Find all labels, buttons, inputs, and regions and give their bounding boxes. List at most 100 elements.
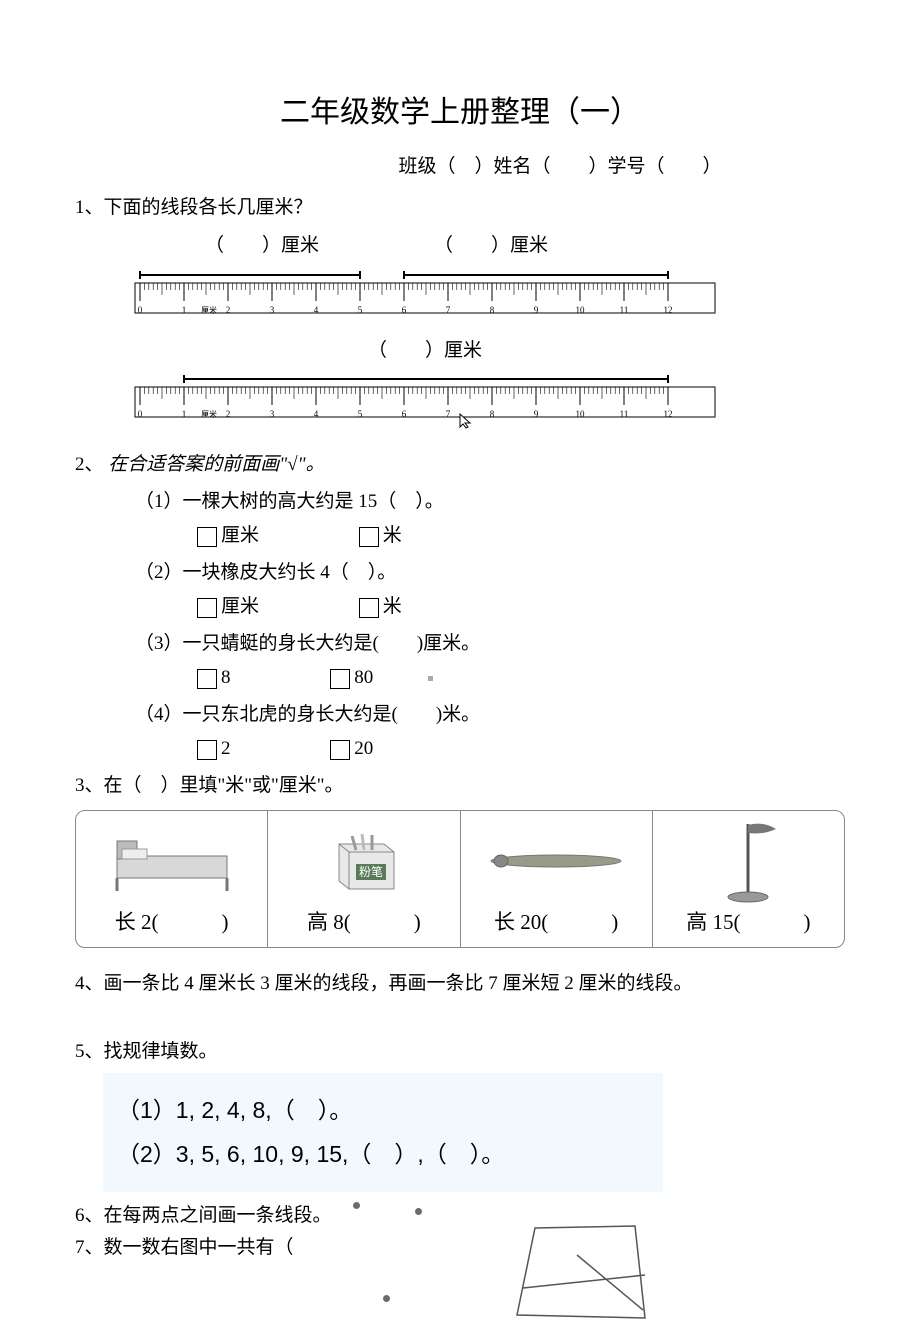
q1-blank-2: （ ）厘米: [434, 232, 548, 261]
q2-item-1-choices: 厘米 米: [197, 522, 845, 551]
question-3: 3、在（ ）里填"米"或"厘米"。 长 2( ) 粉笔: [75, 772, 845, 948]
question-6-7-wrap: 6、在每两点之间画一条线段。 7、数一数右图中一共有（: [75, 1202, 845, 1263]
q7-figure: [505, 1220, 655, 1325]
ruler-1-svg: 0123456789101112厘米: [130, 267, 720, 327]
chalkbox-text: 粉笔: [359, 864, 383, 879]
q2-item-2-text: （2）一块橡皮大约长 4（ ）。: [135, 559, 845, 588]
choice-label: 8: [221, 667, 231, 688]
q2-item-1-text: （1）一棵大树的高大约是 15（ ）。: [135, 488, 845, 517]
dot-icon: [415, 1208, 422, 1215]
svg-text:2: 2: [226, 305, 231, 315]
q5-prompt: 5、找规律填数。: [75, 1038, 845, 1067]
q2-item-3-text: （3）一只蜻蜓的身长大约是( )厘米。: [135, 630, 845, 659]
q1-figure-group: （ ）厘米 （ ）厘米 0123456789101112厘米 （ ）厘米: [130, 232, 845, 431]
svg-text:1: 1: [182, 409, 187, 419]
q3-label-1: 长 2( ): [80, 907, 263, 939]
question-2: 2、 在合适答案的前面画"√"。 （1）一棵大树的高大约是 15（ ）。 厘米 …: [75, 451, 845, 764]
checkbox-icon[interactable]: [359, 527, 379, 547]
svg-text:12: 12: [664, 409, 673, 419]
svg-text:4: 4: [314, 305, 319, 315]
student-info-line: 班级（ ）姓名（ ）学号（ ）: [75, 153, 845, 182]
choice-label: 2: [221, 738, 231, 759]
q2-items: （1）一棵大树的高大约是 15（ ）。 厘米 米 （2）一块橡皮大约长 4（ ）…: [110, 488, 845, 764]
svg-text:0: 0: [138, 305, 143, 315]
dot-icon: [383, 1295, 390, 1302]
q1-blank-3: （ ）厘米: [130, 337, 720, 366]
q2-number: 2、: [75, 454, 104, 475]
question-4: 4、画一条比 4 厘米长 3 厘米的线段，再画一条比 7 厘米短 2 厘米的线段…: [75, 970, 845, 999]
svg-text:8: 8: [490, 305, 495, 315]
svg-text:1: 1: [182, 305, 187, 315]
svg-text:6: 6: [402, 305, 407, 315]
q6-dots: [335, 1200, 495, 1310]
checkbox-icon[interactable]: [197, 669, 217, 689]
q2-item-1: （1）一棵大树的高大约是 15（ ）。 厘米 米: [135, 488, 845, 551]
checkbox-icon[interactable]: [330, 740, 350, 760]
q3-prompt: 3、在（ ）里填"米"或"厘米"。: [75, 772, 845, 801]
choice-label: 米: [383, 525, 402, 546]
checkbox-icon[interactable]: [359, 598, 379, 618]
q3-label-3: 长 20( ): [465, 907, 648, 939]
bed-icon: [80, 821, 263, 901]
checkbox-icon[interactable]: [330, 669, 350, 689]
svg-text:8: 8: [490, 409, 495, 419]
svg-text:7: 7: [446, 409, 451, 419]
q5-row-2: （2）3, 5, 6, 10, 9, 15,（ ）,（ ）。: [117, 1137, 649, 1172]
svg-text:7: 7: [446, 305, 451, 315]
checkbox-icon[interactable]: [197, 527, 217, 547]
choice-label: 厘米: [221, 596, 259, 617]
svg-text:10: 10: [576, 305, 586, 315]
svg-text:6: 6: [402, 409, 407, 419]
svg-text:4: 4: [314, 409, 319, 419]
checkbox-icon[interactable]: [197, 740, 217, 760]
q1-blank-1: （ ）厘米: [205, 232, 319, 261]
q3-cell-flagpole: 高 15( ): [653, 811, 844, 947]
question-1: 1、下面的线段各长几厘米？ （ ）厘米 （ ）厘米 01234567891011…: [75, 194, 845, 432]
svg-text:9: 9: [534, 305, 539, 315]
question-5: 5、找规律填数。 （1）1, 2, 4, 8,（ ）。 （2）3, 5, 6, …: [75, 1038, 845, 1192]
q2-item-3: （3）一只蜻蜓的身长大约是( )厘米。 8 80: [135, 630, 845, 693]
dot-icon: [353, 1202, 360, 1209]
q3-grid: 长 2( ) 粉笔 高 8( ): [75, 810, 845, 948]
ruler-2-svg: 0123456789101112厘米: [130, 371, 720, 431]
q3-cell-chalkbox: 粉笔 高 8( ): [268, 811, 460, 947]
svg-text:12: 12: [664, 305, 673, 315]
svg-text:5: 5: [358, 305, 363, 315]
caterpillar-icon: [465, 821, 648, 901]
flagpole-icon: [657, 821, 840, 901]
svg-text:2: 2: [226, 409, 231, 419]
q3-cell-bed: 长 2( ): [76, 811, 268, 947]
svg-text:3: 3: [270, 305, 275, 315]
q2-item-4: （4）一只东北虎的身长大约是( )米。 2 20: [135, 701, 845, 764]
q2-item-4-text: （4）一只东北虎的身长大约是( )米。: [135, 701, 845, 730]
svg-text:0: 0: [138, 409, 143, 419]
q2-item-4-choices: 2 20: [197, 735, 845, 764]
q3-cell-caterpillar: 长 20( ): [461, 811, 653, 947]
svg-text:11: 11: [620, 409, 629, 419]
choice-label: 80: [354, 667, 373, 688]
chalkbox-icon: 粉笔: [272, 821, 455, 901]
q2-item-3-choices: 8 80: [197, 664, 845, 693]
checkbox-icon[interactable]: [197, 598, 217, 618]
q3-label-2: 高 8( ): [272, 907, 455, 939]
q1-prompt: 1、下面的线段各长几厘米？: [75, 194, 845, 223]
q5-pattern-block: （1）1, 2, 4, 8,（ ）。 （2）3, 5, 6, 10, 9, 15…: [103, 1073, 663, 1192]
ruler-2: 0123456789101112厘米: [130, 371, 720, 431]
cursor-icon: [458, 413, 474, 429]
svg-text:厘米: 厘米: [201, 305, 217, 315]
svg-text:9: 9: [534, 409, 539, 419]
svg-text:11: 11: [620, 305, 629, 315]
artifact-dot: [428, 676, 433, 681]
choice-label: 20: [354, 738, 373, 759]
q2-item-2: （2）一块橡皮大约长 4（ ）。 厘米 米: [135, 559, 845, 622]
q2-item-2-choices: 厘米 米: [197, 593, 845, 622]
q2-intro: 在合适答案的前面画"√"。: [108, 454, 324, 475]
choice-label: 米: [383, 596, 402, 617]
ruler-1: 0123456789101112厘米: [130, 267, 720, 327]
q1-top-labels: （ ）厘米 （ ）厘米: [130, 232, 845, 261]
svg-text:3: 3: [270, 409, 275, 419]
choice-label: 厘米: [221, 525, 259, 546]
svg-text:10: 10: [576, 409, 586, 419]
q5-row-1: （1）1, 2, 4, 8,（ ）。: [117, 1093, 649, 1128]
svg-text:5: 5: [358, 409, 363, 419]
